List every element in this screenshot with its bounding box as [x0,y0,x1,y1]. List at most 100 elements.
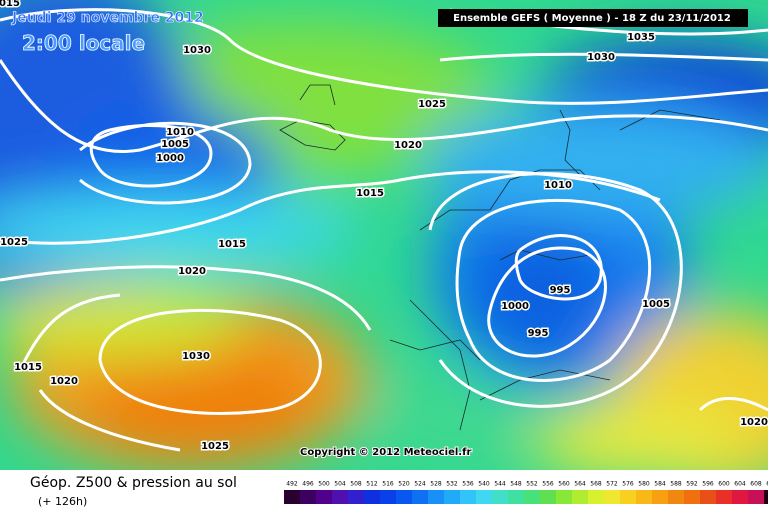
scale-swatch [428,490,444,504]
scale-label: 580 [638,481,650,488]
scale-swatch [652,490,668,504]
scale-label: 548 [510,481,522,488]
scale-label: 600 [718,481,730,488]
scale-label: 572 [606,481,618,488]
isobar-label: 1025 [201,441,229,452]
isobar-label: 1000 [156,153,184,164]
time: 2:00 locale [22,31,145,55]
isobar [428,172,683,408]
scale-swatch [588,490,604,504]
coastlines [279,84,721,431]
isobar-label: 1030 [587,52,615,63]
scale-swatch [476,490,492,504]
isobar-label: 1000 [501,301,529,312]
isobar [89,123,213,188]
isobar [0,59,768,153]
isobar [98,308,322,415]
scale-label: 508 [350,481,362,488]
isobar-label: 1010 [544,180,572,191]
scale-swatch [764,490,768,504]
scale-swatch [508,490,524,504]
isobar [18,293,181,452]
copyright: Copyright © 2012 Meteociel.fr [300,447,471,458]
isobar-label: 1025 [418,99,446,110]
isobar-label: 1020 [178,266,206,277]
scale-swatch [348,490,364,504]
scale-label: 524 [414,481,426,488]
scale-label: 552 [526,481,538,488]
scale-swatch [604,490,620,504]
scale-label: 492 [286,481,298,488]
isobar-label: 1010 [166,127,194,138]
isobar-label: 1030 [182,351,210,362]
isobar-label: 995 [550,285,571,296]
scale-label: 512 [366,481,378,488]
scale-swatch [716,490,732,504]
scale-label: 568 [590,481,602,488]
scale-swatch [284,490,300,504]
scale-swatch [300,490,316,504]
scale-label: 604 [734,481,746,488]
date: Jeudi 29 novembre 2012 [11,10,204,26]
scale-swatch [748,490,764,504]
scale-label: 536 [462,481,474,488]
scale-swatch [332,490,348,504]
scale-label: 596 [702,481,714,488]
footer-title: Géop. Z500 & pression au sol [30,475,237,491]
scale-label: 496 [302,481,314,488]
scale-swatch [732,490,748,504]
scale-label: 612 [766,481,768,488]
scale-swatch [684,490,700,504]
isobar [698,396,768,412]
scale-swatch [396,490,412,504]
scale-swatch [380,490,396,504]
isobar-label: 1015 [356,188,384,199]
scale-label: 544 [494,481,506,488]
scale-swatch [700,490,716,504]
isobar [0,8,768,105]
scale-swatch [444,490,460,504]
scale-label: 500 [318,481,330,488]
isobar [0,265,372,331]
scale-label: 532 [446,481,458,488]
scale-swatch [316,490,332,504]
isobar [487,246,607,358]
scale-label: 564 [574,481,586,488]
scale-swatch [364,490,380,504]
isobar [439,52,768,62]
isobar-label: 1015 [0,0,20,9]
scale-label: 588 [670,481,682,488]
scale-swatch [524,490,540,504]
isobar [455,198,652,382]
scale-label: 584 [654,481,666,488]
scale-label: 528 [430,481,442,488]
scale-swatch [572,490,588,504]
isobar-label: 1020 [740,417,768,428]
isobar-label: 1005 [642,299,670,310]
scale-swatch [492,490,508,504]
scale-swatch [412,490,428,504]
scale-label: 576 [622,481,634,488]
scale-label: 560 [558,481,570,488]
forecast-lead: (+ 126h) [38,495,87,508]
scale-label: 608 [750,481,762,488]
scale-swatch [668,490,684,504]
isobar-label: 1025 [0,237,28,248]
isobar [79,121,252,205]
isobar-label: 1035 [627,32,655,43]
isobar-label: 1015 [218,239,246,250]
scale-label: 592 [686,481,698,488]
scale-label: 504 [334,481,346,488]
isobar-label: 1015 [14,362,42,373]
scale-swatch [636,490,652,504]
map-field [0,0,768,470]
scale-label: 556 [542,481,554,488]
run-info: Ensemble GEFS ( Moyenne ) - 18 Z du 23/1… [453,13,731,24]
isobar-label: 1005 [161,139,189,150]
scale-label: 520 [398,481,410,488]
scale-label: 540 [478,481,490,488]
scale-swatch [620,490,636,504]
isobar-label: 1020 [394,140,422,151]
run-banner [438,9,748,27]
